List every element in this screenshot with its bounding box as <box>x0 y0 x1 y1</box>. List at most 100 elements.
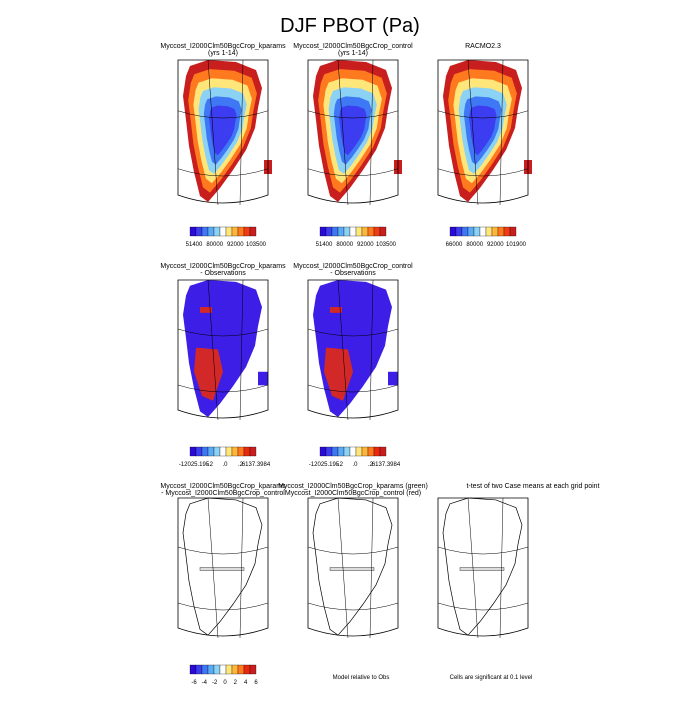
colorbar-cell <box>195 664 203 675</box>
colorbar-cell <box>379 446 387 457</box>
colorbar-label: .0 <box>222 462 228 468</box>
panel-note: Cells are significant at 0.1 level <box>450 675 533 681</box>
colorbar-cell <box>479 226 487 237</box>
colorbar-cell <box>207 446 215 457</box>
map-label-box <box>459 567 505 571</box>
colorbar-label: 51400 <box>186 242 203 248</box>
map-border <box>177 279 269 419</box>
colorbar-cell <box>207 226 215 237</box>
map-border <box>307 59 399 204</box>
colorbar-cell <box>219 446 227 457</box>
colorbar-cell <box>331 446 339 457</box>
greenland-map <box>442 497 523 636</box>
colorbar-cell <box>237 664 245 675</box>
colorbar-label: -.2 <box>336 462 344 468</box>
map-border <box>177 59 269 204</box>
colorbar-cell <box>349 446 357 457</box>
panel-title: (yrs 1-14) <box>208 50 238 57</box>
colorbar-cell <box>207 664 215 675</box>
colorbar-cell <box>485 226 493 237</box>
graticule <box>177 279 269 421</box>
colorbar-label: -.2 <box>206 462 214 468</box>
colorbar-label: 66000 <box>446 242 463 248</box>
graticule <box>437 497 529 639</box>
colorbar-cell <box>373 226 381 237</box>
bias-patch <box>330 307 342 313</box>
figure-title: DJF PBOT (Pa) <box>280 15 420 37</box>
colorbar-cell <box>243 226 251 237</box>
colorbar-cell <box>195 226 203 237</box>
map-border <box>307 497 399 637</box>
colorbar-cell <box>355 446 363 457</box>
colorbar-label: -4 <box>202 680 208 686</box>
colorbar-label: -2 <box>212 680 218 686</box>
colorbar-cell <box>337 446 345 457</box>
map-frame <box>307 59 399 206</box>
colorbar-cell <box>461 226 469 237</box>
graticule <box>437 59 529 206</box>
colorbar-cell <box>213 226 221 237</box>
colorbar-label: 4 <box>244 680 248 686</box>
map-border <box>437 497 529 637</box>
ice-island <box>258 371 268 386</box>
map-frame <box>177 279 269 421</box>
graticule <box>177 497 269 639</box>
bias-field <box>183 280 262 418</box>
colorbar-cell <box>343 446 351 457</box>
colorbar-cell <box>455 226 463 237</box>
colorbar-cell <box>225 226 233 237</box>
colorbar-label: 0 <box>223 680 227 686</box>
colorbar-cell <box>231 664 239 675</box>
colorbar-cell <box>319 446 327 457</box>
colorbar-cell <box>325 226 333 237</box>
colorbar-cell <box>367 226 375 237</box>
colorbar-label: 80000 <box>466 242 483 248</box>
colorbar-label: 101900 <box>506 242 527 248</box>
colorbar-label: 6 <box>254 680 258 686</box>
panel-title: Myccost_I2000Clm50BgcCrop_control (red) <box>285 490 421 497</box>
colorbar-cell <box>243 664 251 675</box>
colorbar-cell <box>361 226 369 237</box>
panel-title: Myccost_I2000Clm50BgcCrop_kparams <box>160 263 286 270</box>
map-label-box <box>199 567 245 571</box>
colorbar-label: 80000 <box>336 242 353 248</box>
greenland-map <box>313 60 402 202</box>
colorbar-cell <box>379 226 387 237</box>
colorbar-cell <box>189 226 197 237</box>
colorbar-cell <box>219 664 227 675</box>
graticule <box>307 59 399 206</box>
colorbar-label: 80000 <box>206 242 223 248</box>
map-frame <box>307 279 399 421</box>
panel-title: Myccost_I2000Clm50BgcCrop_control <box>293 263 413 270</box>
colorbar-cell <box>337 226 345 237</box>
panel-title: Myccost_I2000Clm50BgcCrop_kparams <box>160 483 286 490</box>
colorbar-label: .2 <box>368 462 374 468</box>
map-frame <box>307 497 399 639</box>
colorbar-cell <box>201 664 209 675</box>
colorbar-label: 92000 <box>227 242 244 248</box>
colorbar-cell <box>225 446 233 457</box>
colorbar-cell <box>189 664 197 675</box>
colorbar-label: 92000 <box>487 242 504 248</box>
colorbar-label: .2 <box>238 462 244 468</box>
panel-title: Myccost_I2000Clm50BgcCrop_kparams (green… <box>278 483 428 490</box>
colorbar-cell <box>467 226 475 237</box>
greenland-map <box>183 60 272 202</box>
colorbar-label: 103500 <box>246 242 267 248</box>
greenland-map <box>182 497 263 636</box>
greenland-map <box>313 280 398 418</box>
panel-title: Myccost_I2000Clm50BgcCrop_kparams <box>160 43 286 50</box>
colorbar-label: 2 <box>234 680 238 686</box>
colorbar-cell <box>219 226 227 237</box>
colorbar-label: -6 <box>191 680 197 686</box>
colorbar-cell <box>231 226 239 237</box>
coastline <box>442 497 523 636</box>
colorbar-cell <box>503 226 511 237</box>
colorbar-label: 103500 <box>376 242 397 248</box>
bias-field <box>313 280 392 418</box>
map-border <box>307 279 399 419</box>
colorbar-cell <box>237 446 245 457</box>
colorbar-cell <box>243 446 251 457</box>
colorbar-cell <box>249 664 257 675</box>
